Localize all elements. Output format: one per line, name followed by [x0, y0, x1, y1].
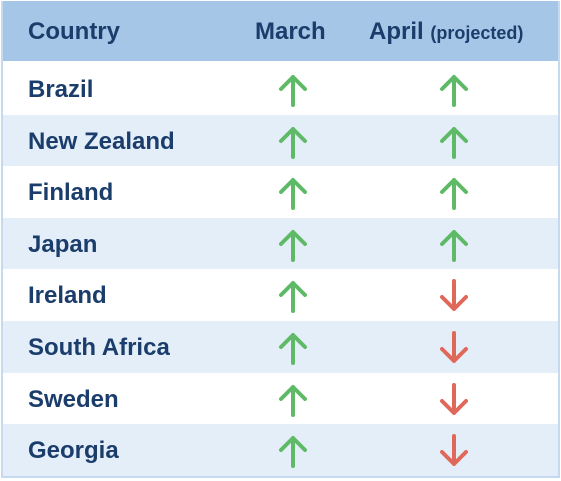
trend-arrow [440, 126, 468, 159]
country-name: New Zealand [28, 127, 175, 155]
header-country: Country [28, 18, 120, 45]
table-row: Sweden [3, 372, 558, 425]
arrow-shape [440, 382, 468, 415]
arrow-shape [279, 281, 307, 314]
country-name: Finland [28, 179, 114, 207]
arrow-shape [279, 229, 307, 262]
table-row: Georgia [3, 424, 558, 476]
trend-arrow [440, 75, 468, 107]
arrow-shape [440, 279, 468, 312]
arrow-shape [279, 333, 307, 365]
trend-arrow [440, 178, 468, 211]
trend-arrow [279, 436, 307, 469]
header-april: April (projected) [369, 18, 523, 46]
arrow-shape [440, 434, 468, 467]
trend-arrow [440, 382, 468, 415]
arrow-shape [440, 75, 468, 107]
arrow-shape [279, 436, 307, 469]
arrow-shape [440, 178, 468, 211]
arrow-shape [279, 126, 307, 159]
table-row: South Africa [3, 321, 558, 373]
arrow-shape [279, 75, 307, 107]
trend-arrow [279, 75, 307, 107]
arrow-shape [440, 331, 468, 363]
arrow-shape [279, 384, 307, 417]
country-name: Brazil [28, 76, 94, 103]
arrow-shape [440, 229, 468, 262]
table-row: Ireland [3, 269, 558, 321]
arrow-shape [279, 178, 307, 211]
table-row: Japan [3, 217, 558, 270]
trend-arrow [279, 126, 307, 159]
trend-arrow [279, 333, 307, 365]
arrow-shape [440, 126, 468, 159]
header-row: Country March April (projected) [3, 1, 558, 61]
trend-arrow [279, 384, 307, 417]
table-row: New Zealand [3, 114, 558, 167]
trend-arrow [440, 229, 468, 262]
table-row: Finland [3, 166, 558, 218]
country-name: South Africa [28, 334, 170, 361]
table-row: Brazil [3, 63, 558, 115]
header-april-label: April [369, 18, 424, 45]
country-name: Sweden [28, 385, 119, 413]
trend-arrow [279, 229, 307, 262]
country-name: Japan [28, 230, 98, 258]
trend-arrow [440, 434, 468, 467]
header-april-note: (projected) [430, 23, 524, 43]
country-name: Georgia [28, 437, 119, 465]
trend-arrow [440, 279, 468, 312]
country-name: Ireland [28, 282, 107, 310]
trend-arrow [279, 281, 307, 314]
trend-arrow [279, 178, 307, 211]
trend-arrow [440, 331, 468, 363]
header-march: March [255, 18, 326, 45]
